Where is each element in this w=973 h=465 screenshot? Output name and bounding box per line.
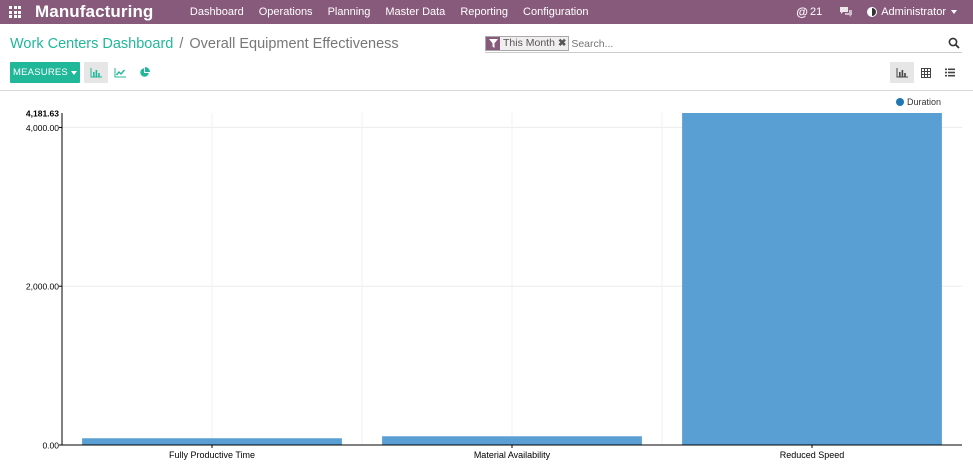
chat-icon[interactable] xyxy=(839,6,853,18)
line-chart-icon xyxy=(114,67,126,77)
bar-chart-icon xyxy=(90,67,102,77)
y-max-label: 4,181.63 xyxy=(26,109,59,119)
main-menu: Dashboard Operations Planning Master Dat… xyxy=(182,0,596,24)
y-tick-label: 0.00 xyxy=(42,441,59,451)
x-tick-label: Fully Productive Time xyxy=(169,450,255,460)
bar[interactable] xyxy=(382,436,642,445)
measures-label: MEASURES xyxy=(13,67,68,78)
pivot-view-button[interactable] xyxy=(914,62,938,83)
facet-value: This Month xyxy=(503,37,555,49)
menu-dashboard[interactable]: Dashboard xyxy=(189,6,244,18)
control-panel-divider xyxy=(0,90,973,91)
breadcrumb: Work Centers Dashboard / Overall Equipme… xyxy=(10,36,399,52)
bar-chart: 0.00 2,000.00 4,000.00 4,181.63 Fully Produc… xyxy=(26,109,962,460)
search-icon[interactable] xyxy=(948,37,960,49)
legend-label: Duration xyxy=(907,97,942,107)
menu-planning[interactable]: Planning xyxy=(327,6,371,18)
top-navbar: Manufacturing Dashboard Operations Plann… xyxy=(0,0,973,24)
user-menu[interactable]: Administrator xyxy=(867,6,957,18)
legend-dot-icon xyxy=(896,98,904,106)
user-name: Administrator xyxy=(881,6,946,18)
apps-menu-icon[interactable] xyxy=(0,0,30,24)
menu-operations[interactable]: Operations xyxy=(258,6,313,18)
avatar xyxy=(867,7,878,17)
table-icon xyxy=(921,67,931,78)
at-icon: @ xyxy=(796,5,808,19)
bar-chart-mode-button[interactable] xyxy=(84,62,108,83)
close-icon[interactable]: ✖ xyxy=(557,38,567,49)
search-input[interactable] xyxy=(571,36,942,51)
menu-reporting[interactable]: Reporting xyxy=(460,6,509,18)
search-bar: This Month ✖ xyxy=(485,35,962,53)
navbar-right: @ 21 Administrator xyxy=(796,0,973,24)
filter-icon xyxy=(486,37,500,50)
menu-configuration[interactable]: Configuration xyxy=(523,6,589,18)
graph-view-button[interactable] xyxy=(890,62,914,83)
y-tick-label: 4,000.00 xyxy=(26,123,59,133)
app-title: Manufacturing xyxy=(35,2,154,21)
y-tick-label: 2,000.00 xyxy=(26,282,59,292)
bar[interactable] xyxy=(82,438,342,445)
measures-button[interactable]: MEASURES xyxy=(10,62,80,83)
menu-master-data[interactable]: Master Data xyxy=(385,6,446,18)
list-icon xyxy=(945,68,955,77)
messages-count: 21 xyxy=(809,6,823,18)
bar[interactable] xyxy=(682,113,942,445)
filter-facet[interactable]: This Month ✖ xyxy=(485,36,570,51)
pie-chart-icon xyxy=(139,67,150,77)
x-tick-label: Material Availability xyxy=(474,450,551,460)
line-chart-mode-button[interactable] xyxy=(108,62,132,83)
list-view-button[interactable] xyxy=(938,62,962,83)
page-title: Overall Equipment Effectiveness xyxy=(189,36,399,52)
x-tick-label: Reduced Speed xyxy=(780,450,845,460)
chevron-down-icon xyxy=(951,10,957,14)
chevron-down-icon xyxy=(70,70,77,75)
breadcrumb-separator: / xyxy=(179,36,184,52)
chart-legend[interactable]: Duration xyxy=(896,97,941,107)
messages-button[interactable]: @ 21 xyxy=(796,5,822,19)
bar-chart-icon xyxy=(896,67,908,77)
breadcrumb-parent[interactable]: Work Centers Dashboard xyxy=(10,36,174,52)
pie-chart-mode-button[interactable] xyxy=(132,62,156,83)
